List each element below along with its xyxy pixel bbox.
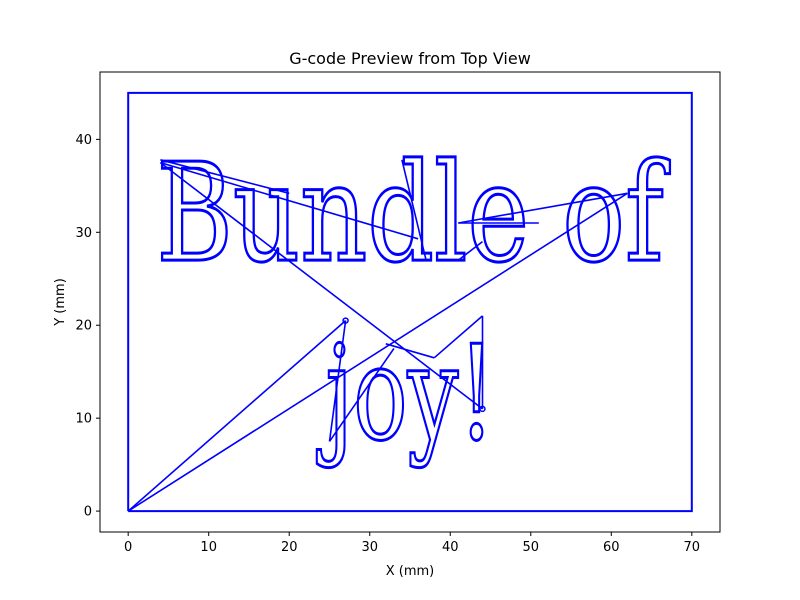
travel-moves-segment-12: [401, 159, 427, 261]
x-axis-label: X (mm): [386, 564, 435, 579]
travel-moves-segment-0: [127, 319, 347, 512]
toolpath-text-1: joy!: [317, 318, 495, 470]
y-tick-label: 20: [75, 319, 92, 334]
travel-moves-segment-10: [385, 343, 435, 359]
travel-moves-segment-9: [433, 315, 484, 359]
y-tick-label: 40: [75, 133, 92, 148]
y-axis-label: Y (mm): [53, 278, 68, 327]
x-tick-label: 0: [124, 540, 132, 555]
x-axis: 0 10 20 30 40 50 60 70: [124, 532, 700, 555]
travel-moves-segment-6: [160, 161, 419, 240]
x-tick-label: 70: [684, 540, 701, 555]
toolpath-endpoint-0: [342, 317, 349, 324]
x-tick-label: 40: [442, 540, 459, 555]
travel-moves-segment-7: [159, 161, 483, 410]
x-tick-label: 30: [361, 540, 378, 555]
chart-title: G-code Preview from Top View: [289, 49, 531, 68]
axes-frame: [99, 71, 721, 533]
travel-moves-segment-4: [458, 192, 628, 224]
x-tick-label: 20: [281, 540, 298, 555]
y-tick-label: 30: [75, 226, 92, 241]
travel-moves-segment-2: [328, 348, 395, 442]
travel-moves-segment-3: [127, 192, 628, 512]
toolpath-text-0: Bundle of: [156, 135, 670, 293]
y-tick-label: 10: [75, 412, 92, 427]
toolpath-endpoint-1: [479, 405, 486, 413]
y-axis: 0 10 20 30 40: [75, 133, 100, 520]
plot-area: Bundle of joy!: [127, 91, 693, 513]
x-tick-label: 50: [523, 540, 540, 555]
x-tick-label: 60: [603, 540, 620, 555]
y-tick-label: 0: [84, 505, 92, 520]
travel-moves-segment-1: [328, 320, 347, 442]
x-tick-label: 10: [200, 540, 217, 555]
travel-moves-segment-11: [457, 240, 483, 261]
bed-border: [127, 91, 693, 513]
travel-moves-segment-13: [160, 159, 290, 195]
